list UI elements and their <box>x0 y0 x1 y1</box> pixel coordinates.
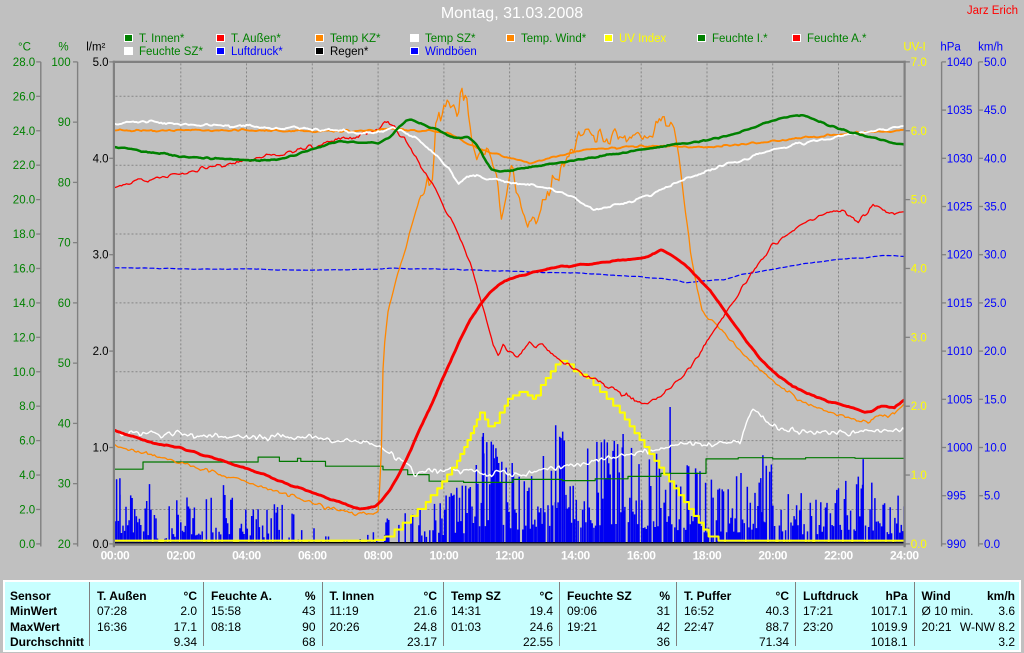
svg-text:6.0: 6.0 <box>911 126 927 138</box>
svg-text:5.0: 5.0 <box>984 491 1000 503</box>
svg-text:7.0: 7.0 <box>911 57 927 69</box>
svg-text:5.0: 5.0 <box>93 57 109 69</box>
svg-text:20: 20 <box>58 539 71 551</box>
svg-text:18.0: 18.0 <box>13 229 35 241</box>
svg-text:0.0: 0.0 <box>911 539 927 551</box>
svg-text:26.0: 26.0 <box>13 91 35 103</box>
svg-text:90: 90 <box>58 117 71 129</box>
svg-text:06:00: 06:00 <box>298 549 327 563</box>
svg-text:l/m²: l/m² <box>86 42 105 54</box>
svg-text:12:00: 12:00 <box>495 549 524 563</box>
svg-text:0.0: 0.0 <box>19 539 35 551</box>
svg-text:0.0: 0.0 <box>984 539 1000 551</box>
svg-text:1.0: 1.0 <box>911 470 927 482</box>
svg-text:5.0: 5.0 <box>911 195 927 207</box>
svg-text:24:00: 24:00 <box>890 549 919 563</box>
svg-text:10:00: 10:00 <box>430 549 459 563</box>
svg-text:30.0: 30.0 <box>984 250 1006 262</box>
svg-text:30: 30 <box>58 479 71 491</box>
svg-text:2.0: 2.0 <box>19 505 35 517</box>
svg-text:1000: 1000 <box>947 443 973 455</box>
svg-text:28.0: 28.0 <box>13 57 35 69</box>
svg-text:00:00: 00:00 <box>101 549 130 563</box>
svg-text:02:00: 02:00 <box>166 549 195 563</box>
svg-text:1040: 1040 <box>947 57 973 69</box>
svg-text:15.0: 15.0 <box>984 394 1006 406</box>
svg-text:20.0: 20.0 <box>984 346 1006 358</box>
svg-text:UV-I: UV-I <box>903 42 925 54</box>
svg-text:4.0: 4.0 <box>93 153 109 165</box>
svg-text:4.0: 4.0 <box>911 264 927 276</box>
svg-text:22.0: 22.0 <box>13 160 35 172</box>
svg-text:1035: 1035 <box>947 105 973 117</box>
svg-text:6.0: 6.0 <box>19 436 35 448</box>
svg-text:km/h: km/h <box>978 42 1003 54</box>
svg-text:24.0: 24.0 <box>13 126 35 138</box>
svg-text:hPa: hPa <box>940 42 961 54</box>
svg-text:2.0: 2.0 <box>911 401 927 413</box>
svg-text:1010: 1010 <box>947 346 973 358</box>
svg-text:40.0: 40.0 <box>984 153 1006 165</box>
svg-text:14:00: 14:00 <box>561 549 590 563</box>
svg-text:12.0: 12.0 <box>13 332 35 344</box>
svg-text:1020: 1020 <box>947 250 973 262</box>
svg-text:990: 990 <box>947 539 966 551</box>
svg-text:1030: 1030 <box>947 153 973 165</box>
svg-text:1015: 1015 <box>947 298 973 310</box>
svg-text:1005: 1005 <box>947 394 973 406</box>
svg-text:18:00: 18:00 <box>693 549 722 563</box>
svg-text:14.0: 14.0 <box>13 298 35 310</box>
svg-text:04:00: 04:00 <box>232 549 261 563</box>
svg-text:8.0: 8.0 <box>19 401 35 413</box>
svg-text:50.0: 50.0 <box>984 57 1006 69</box>
svg-text:16:00: 16:00 <box>627 549 656 563</box>
svg-text:0.0: 0.0 <box>93 539 109 551</box>
svg-text:100: 100 <box>51 57 70 69</box>
svg-text:1.0: 1.0 <box>93 443 109 455</box>
svg-text:4.0: 4.0 <box>19 470 35 482</box>
svg-text:3.0: 3.0 <box>911 332 927 344</box>
svg-text:50: 50 <box>58 358 71 370</box>
svg-text:1025: 1025 <box>947 202 973 214</box>
svg-text:22:00: 22:00 <box>824 549 853 563</box>
svg-text:80: 80 <box>58 177 71 189</box>
svg-text:08:00: 08:00 <box>364 549 393 563</box>
svg-text:40: 40 <box>58 418 71 430</box>
svg-text:10.0: 10.0 <box>984 443 1006 455</box>
svg-text:20:00: 20:00 <box>758 549 787 563</box>
svg-text:70: 70 <box>58 238 71 250</box>
svg-text:25.0: 25.0 <box>984 298 1006 310</box>
svg-text:10.0: 10.0 <box>13 367 35 379</box>
svg-text:%: % <box>58 42 68 54</box>
svg-text:3.0: 3.0 <box>93 250 109 262</box>
svg-text:45.0: 45.0 <box>984 105 1006 117</box>
svg-text:60: 60 <box>58 298 71 310</box>
svg-text:35.0: 35.0 <box>984 202 1006 214</box>
svg-text:°C: °C <box>18 42 31 54</box>
svg-text:20.0: 20.0 <box>13 195 35 207</box>
svg-text:16.0: 16.0 <box>13 264 35 276</box>
svg-text:995: 995 <box>947 491 966 503</box>
svg-text:2.0: 2.0 <box>93 346 109 358</box>
